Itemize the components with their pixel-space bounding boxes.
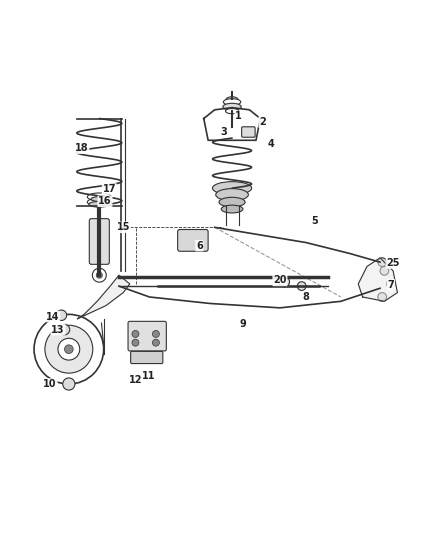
- Polygon shape: [78, 275, 130, 319]
- Circle shape: [279, 277, 290, 287]
- Text: 11: 11: [142, 371, 155, 381]
- Ellipse shape: [212, 182, 252, 195]
- Circle shape: [59, 325, 70, 335]
- Ellipse shape: [89, 201, 110, 207]
- Circle shape: [96, 272, 102, 278]
- Ellipse shape: [91, 197, 108, 201]
- Circle shape: [132, 330, 139, 337]
- Text: 6: 6: [196, 240, 203, 251]
- Text: 8: 8: [303, 292, 310, 302]
- Circle shape: [34, 314, 104, 384]
- Circle shape: [45, 325, 93, 373]
- Text: 15: 15: [117, 222, 130, 232]
- Ellipse shape: [219, 197, 245, 207]
- Text: 20: 20: [273, 276, 287, 286]
- Ellipse shape: [216, 189, 248, 201]
- Circle shape: [92, 268, 106, 282]
- FancyBboxPatch shape: [178, 230, 208, 251]
- Text: 12: 12: [129, 375, 142, 385]
- Text: 16: 16: [98, 196, 112, 206]
- Text: 10: 10: [43, 379, 57, 389]
- Circle shape: [380, 266, 389, 275]
- FancyBboxPatch shape: [89, 219, 110, 264]
- Circle shape: [378, 258, 387, 266]
- Circle shape: [297, 282, 306, 290]
- Ellipse shape: [221, 205, 243, 213]
- Ellipse shape: [223, 103, 241, 110]
- Circle shape: [56, 310, 67, 320]
- Ellipse shape: [223, 99, 241, 105]
- Ellipse shape: [87, 193, 111, 201]
- Text: 18: 18: [75, 143, 89, 153]
- Text: 3: 3: [220, 126, 227, 136]
- FancyBboxPatch shape: [131, 351, 163, 364]
- Text: 9: 9: [240, 319, 246, 329]
- Circle shape: [58, 338, 80, 360]
- Text: 2: 2: [259, 117, 266, 127]
- Circle shape: [132, 339, 139, 346]
- Ellipse shape: [87, 198, 111, 206]
- Text: 7: 7: [388, 280, 394, 290]
- FancyBboxPatch shape: [128, 321, 166, 351]
- FancyBboxPatch shape: [242, 127, 255, 137]
- Circle shape: [63, 378, 75, 390]
- Text: 5: 5: [311, 216, 318, 226]
- Circle shape: [378, 293, 387, 301]
- Text: 17: 17: [102, 184, 116, 194]
- Circle shape: [152, 339, 159, 346]
- Ellipse shape: [226, 109, 239, 114]
- Circle shape: [387, 279, 395, 288]
- Circle shape: [64, 345, 73, 353]
- Circle shape: [152, 330, 159, 337]
- Text: 25: 25: [386, 258, 400, 268]
- Ellipse shape: [226, 97, 238, 103]
- Text: 4: 4: [268, 139, 275, 149]
- Text: 14: 14: [46, 312, 60, 321]
- Text: 1: 1: [235, 111, 242, 122]
- Polygon shape: [358, 258, 397, 301]
- Text: 13: 13: [51, 325, 65, 335]
